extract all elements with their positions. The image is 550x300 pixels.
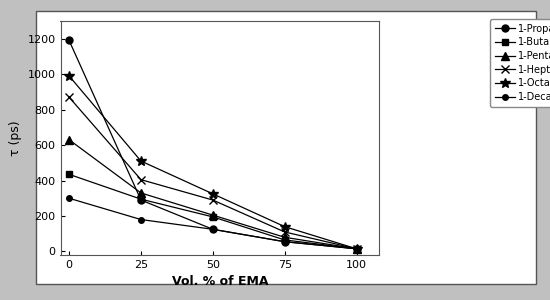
1-Propanol (138, 198, 144, 202)
1-Heptanol (353, 247, 360, 250)
1-Heptanol (66, 95, 73, 99)
Line: 1-Decanol: 1-Decanol (67, 196, 359, 252)
1-Butanol (66, 172, 73, 176)
1-Octanol (66, 74, 73, 78)
Line: 1-Heptanol: 1-Heptanol (65, 93, 361, 253)
1-Octanol (353, 247, 360, 250)
1-Pentanol (138, 191, 144, 195)
Line: 1-Butanol: 1-Butanol (65, 171, 360, 252)
1-Butanol (353, 247, 360, 250)
Legend: 1-Propanol, 1-Butanol, 1-Pentanol, 1-Heptanol, 1-Octanol, 1-Decanol: 1-Propanol, 1-Butanol, 1-Pentanol, 1-Hep… (490, 19, 550, 107)
1-Butanol (138, 197, 144, 201)
1-Decanol (66, 196, 73, 200)
1-Decanol (282, 240, 288, 244)
1-Decanol (353, 247, 360, 250)
Line: 1-Pentanol: 1-Pentanol (65, 136, 361, 253)
1-Butanol (210, 215, 216, 219)
Line: 1-Octanol: 1-Octanol (64, 71, 361, 254)
1-Propanol (282, 240, 288, 244)
1-Pentanol (66, 138, 73, 142)
1-Decanol (210, 227, 216, 231)
1-Pentanol (353, 247, 360, 250)
X-axis label: Vol. % of EMA: Vol. % of EMA (172, 275, 268, 288)
1-Butanol (282, 238, 288, 242)
1-Decanol (138, 218, 144, 221)
1-Heptanol (210, 198, 216, 202)
1-Pentanol (282, 236, 288, 239)
1-Heptanol (282, 230, 288, 234)
Line: 1-Propanol: 1-Propanol (65, 37, 360, 252)
1-Octanol (210, 192, 216, 196)
1-Propanol (210, 227, 216, 231)
1-Heptanol (138, 178, 144, 181)
1-Propanol (66, 39, 73, 42)
Y-axis label: τ (ps): τ (ps) (9, 120, 22, 156)
1-Octanol (138, 159, 144, 163)
1-Pentanol (210, 213, 216, 217)
1-Octanol (282, 225, 288, 228)
1-Propanol (353, 247, 360, 250)
